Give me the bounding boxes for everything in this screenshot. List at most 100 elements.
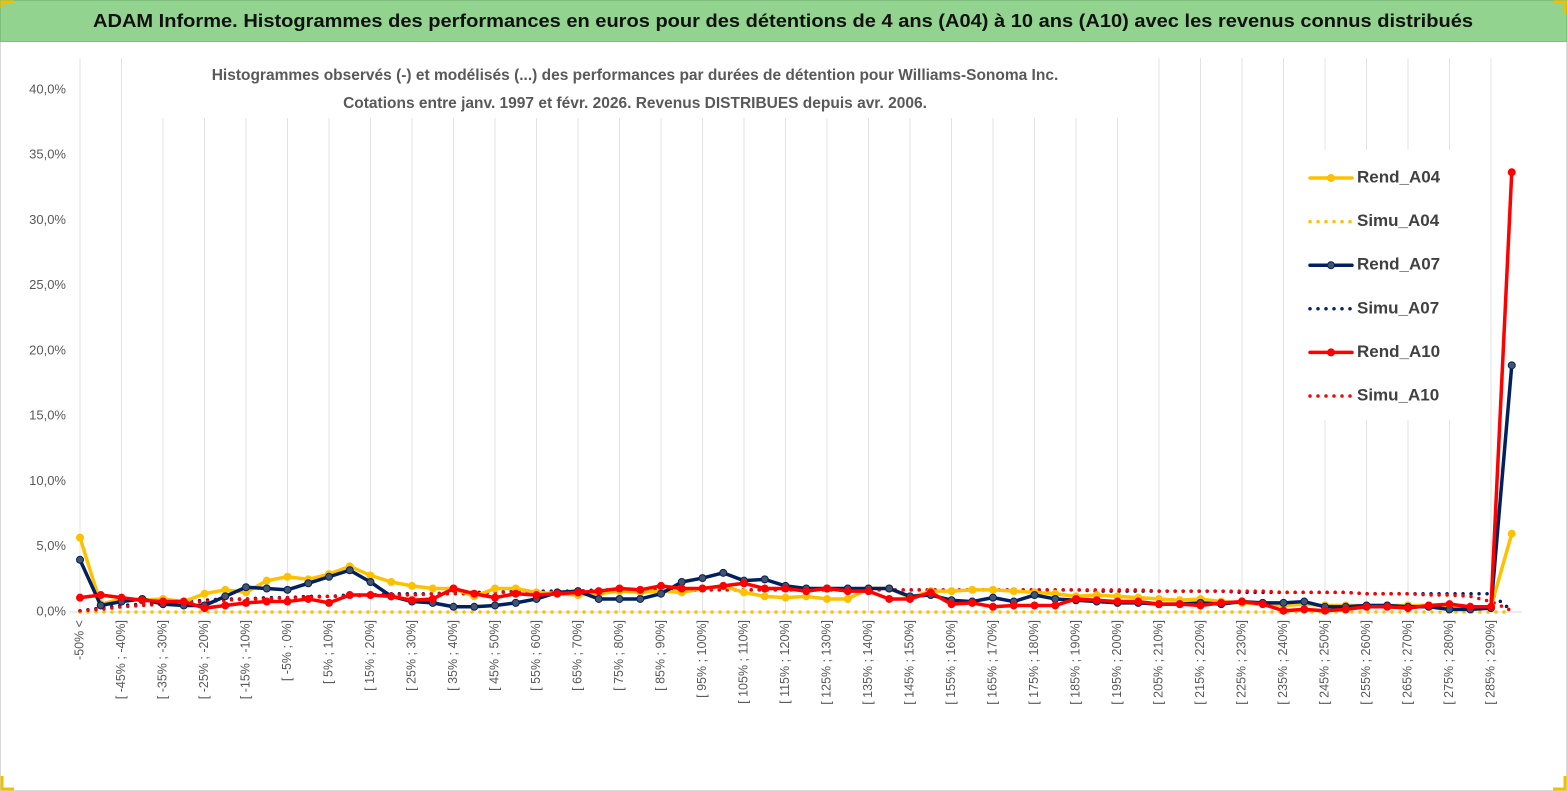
legend-label: Rend_A10	[1357, 342, 1440, 361]
point	[408, 596, 416, 605]
point	[76, 555, 84, 564]
y-tick-label: 0,0%	[36, 603, 66, 618]
x-tick-label: [ 235% ; 240%]	[1276, 620, 1290, 705]
point	[1487, 602, 1495, 611]
x-tick-label: [ 35% ; 40%]	[446, 620, 460, 691]
point	[325, 598, 333, 607]
point	[283, 585, 292, 594]
point	[1175, 600, 1184, 609]
y-tick-label: 30,0%	[29, 212, 66, 227]
point	[719, 581, 728, 590]
x-tick-label: [ 185% ; 190%]	[1068, 620, 1082, 705]
point	[1300, 605, 1309, 614]
x-tick-label: -50% <	[72, 620, 86, 660]
point	[1321, 606, 1329, 615]
point	[636, 594, 645, 603]
point	[1258, 600, 1267, 609]
y-tick-label: 25,0%	[29, 277, 66, 292]
legend-label: Simu_A04	[1357, 211, 1440, 230]
legend-label: Rend_A07	[1357, 255, 1440, 274]
point	[345, 591, 354, 600]
point	[594, 594, 603, 603]
x-tick-label: [ 95% ; 100%]	[695, 620, 709, 698]
x-tick-label: [ 45% ; 50%]	[487, 620, 501, 691]
legend-marker	[1327, 261, 1335, 270]
point	[283, 597, 292, 606]
x-tick-label: [ 5% ; 10%]	[321, 620, 335, 684]
x-tick-label: [ 155% ; 160%]	[944, 620, 958, 705]
point	[428, 594, 437, 603]
legend-label: Rend_A04	[1357, 167, 1441, 186]
point	[470, 589, 479, 598]
point	[968, 598, 977, 607]
point	[677, 584, 686, 593]
point	[1030, 601, 1039, 610]
legend-label: Simu_A07	[1357, 298, 1439, 317]
point	[221, 585, 230, 594]
y-tick-label: 35,0%	[29, 147, 66, 162]
point	[947, 587, 956, 596]
point	[1362, 602, 1371, 611]
x-tick-label: [ 245% ; 250%]	[1317, 620, 1331, 705]
point	[760, 584, 769, 593]
point	[1113, 597, 1122, 606]
x-tick-label: [ -15% ; -10%]	[238, 620, 252, 699]
point	[1466, 602, 1475, 611]
point	[594, 587, 603, 596]
point	[719, 568, 728, 577]
point	[428, 584, 437, 593]
x-tick-label: [ 85% ; 90%]	[653, 620, 667, 691]
point	[1134, 597, 1143, 606]
subtitle-box	[150, 58, 1120, 118]
point	[179, 597, 188, 606]
point	[802, 587, 811, 596]
point	[989, 602, 997, 611]
point	[615, 584, 624, 593]
point	[242, 598, 250, 607]
y-tick-label: 40,0%	[29, 81, 66, 96]
point	[366, 591, 375, 600]
point	[843, 594, 852, 603]
point	[221, 601, 230, 610]
y-tick-label: 5,0%	[36, 538, 66, 553]
point	[1424, 601, 1433, 610]
point	[843, 587, 852, 596]
x-tick-label: [ 25% ; 30%]	[404, 620, 418, 691]
point	[760, 592, 769, 601]
point	[989, 593, 997, 602]
point	[159, 597, 167, 606]
point	[1009, 587, 1018, 596]
x-tick-label: [ 225% ; 230%]	[1234, 620, 1248, 705]
x-tick-label: [ 195% ; 200%]	[1110, 620, 1124, 705]
x-tick-label: [ 125% ; 130%]	[819, 620, 833, 705]
chart-title: ADAM Informe. Histogrammes des performan…	[93, 11, 1473, 31]
point	[491, 601, 499, 610]
point	[1300, 597, 1309, 606]
point	[1155, 600, 1163, 609]
point	[76, 593, 84, 602]
point	[1507, 361, 1516, 370]
point	[926, 588, 935, 597]
point	[1279, 598, 1288, 607]
point	[1445, 600, 1454, 609]
chart-subtitle: Cotations entre janv. 1997 et févr. 2026…	[343, 95, 927, 112]
point	[304, 594, 313, 603]
x-tick-label: [ 115% ; 120%]	[778, 620, 792, 704]
point	[615, 594, 624, 603]
point	[387, 577, 396, 586]
legend-marker	[1327, 348, 1335, 357]
point	[366, 571, 375, 580]
point	[1507, 168, 1516, 177]
point	[636, 585, 645, 594]
point	[491, 584, 499, 593]
point	[387, 592, 396, 601]
point	[1404, 604, 1412, 613]
x-tick-label: [ 215% ; 220%]	[1193, 620, 1207, 705]
point	[221, 592, 230, 601]
point	[76, 533, 84, 542]
x-tick-label: [ -5% ; 0%]	[280, 620, 294, 681]
point	[781, 593, 790, 602]
point	[823, 584, 831, 593]
x-tick-label: [ 205% ; 210%]	[1151, 620, 1165, 705]
